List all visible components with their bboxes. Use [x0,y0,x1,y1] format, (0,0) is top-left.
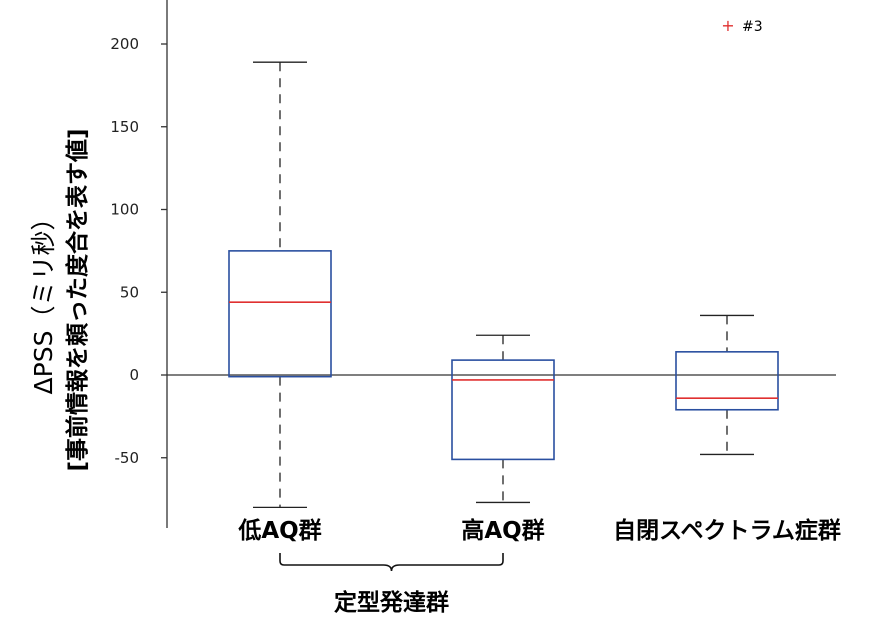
outlier-legend-label: #3 [742,19,763,35]
y-axis-title-group: ΔPSS（ミリ秒） [事前情報を頼った度合を表す値] [29,128,91,471]
iqr-box [228,250,332,378]
y-tick-label: 100 [110,201,139,219]
category-labels: 低AQ群 高AQ群 自閉スペクトラム症群 [237,517,841,544]
group-bracket-label: 定型発達群 [334,589,449,616]
outlier-marker-icon: + [721,16,734,35]
category-label: 低AQ群 [237,517,321,544]
y-tick-label: 200 [110,35,139,53]
iqr-box [451,359,555,461]
box-2 [451,334,555,504]
boxes-group [228,61,779,509]
category-label: 自閉スペクトラム症群 [613,517,841,544]
iqr-box [675,351,779,411]
y-tick-label: 50 [120,283,139,301]
group-bracket [279,553,504,572]
category-label: 高AQ群 [461,517,544,544]
box-1 [228,61,332,509]
y-axis-ticks: -50 0 50 100 150 200 [110,35,167,467]
y-axis-label: ΔPSS（ミリ秒） [29,206,58,395]
y-axis-sublabel: [事前情報を頼った度合を表す値] [64,128,91,471]
y-tick-label: 0 [129,366,139,384]
y-tick-label: 150 [110,118,139,136]
box-3 [675,314,779,456]
y-tick-label: -50 [115,449,140,467]
